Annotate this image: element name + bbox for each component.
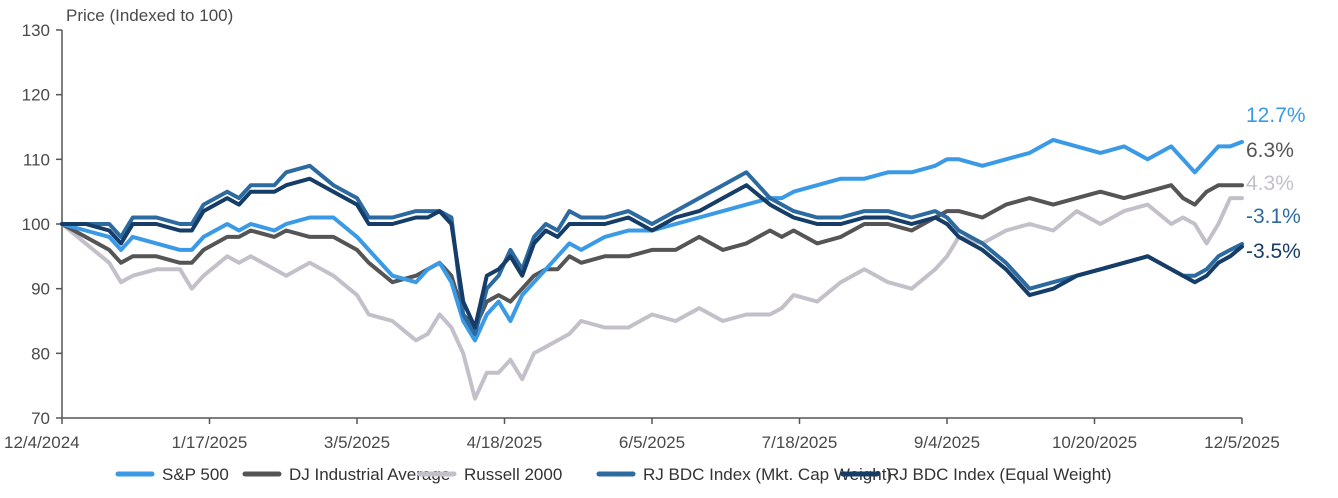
y-axis-title: Price (Indexed to 100) (66, 6, 233, 25)
legend-item: RJ BDC Index (Equal Weight) (840, 465, 1112, 484)
x-tick-label: 12/5/2025 (1204, 433, 1280, 452)
legend: S&P 500 DJ Industrial Average Russell 2000… (115, 465, 1112, 484)
legend-label: S&P 500 (162, 465, 229, 484)
x-tick-label: 10/20/2025 (1052, 433, 1137, 452)
series-line-russell-2000 (60, 196, 1244, 401)
tick-labels: 70 80 90 100 110 120 130 12/4/2024 1/17/2025 3/5/… (4, 21, 1280, 452)
x-tick-label: 12/4/2024 (4, 433, 80, 452)
legend-item: DJ Industrial Average (242, 465, 450, 484)
legend-item: RJ BDC Index (Mkt. Cap Weight) (596, 465, 892, 484)
series-line-rj-bdc-index-mkt-cap-weight (60, 163, 1244, 336)
series-lines (60, 137, 1244, 401)
series-line-rj-bdc-index-equal-weight (60, 176, 1244, 330)
y-tick-label: 90 (31, 280, 50, 299)
y-tick-label: 80 (31, 344, 50, 363)
y-tick-label: 110 (23, 150, 50, 169)
legend-label: RJ BDC Index (Equal Weight) (887, 465, 1112, 484)
x-tick-label: 7/18/2025 (762, 433, 838, 452)
end-value-label: -3.1% (1246, 205, 1301, 228)
end-value-label: 4.3% (1246, 172, 1294, 195)
x-tick-label: 1/17/2025 (172, 433, 248, 452)
y-tick-label: 120 (22, 86, 50, 105)
end-labels: 4.3% 6.3% 12.7% -3.1% -3.5% (1246, 104, 1306, 263)
end-value-label: -3.5% (1246, 240, 1301, 263)
y-tick-label: 100 (22, 215, 50, 234)
x-tick-label: 3/5/2025 (324, 433, 390, 452)
x-tick-label: 4/18/2025 (467, 433, 543, 452)
axes: Price (Indexed to 100) (61, 6, 1242, 419)
series-line-s-p-500 (60, 137, 1244, 343)
legend-label: Russell 2000 (464, 465, 562, 484)
x-tick-label: 9/4/2025 (914, 433, 980, 452)
x-tick-label: 6/5/2025 (619, 433, 685, 452)
end-value-label: 12.7% (1246, 104, 1306, 127)
legend-item: Russell 2000 (417, 465, 562, 484)
end-value-label: 6.3% (1246, 139, 1294, 162)
y-tick-label: 70 (31, 409, 50, 428)
legend-label: RJ BDC Index (Mkt. Cap Weight) (643, 465, 892, 484)
legend-item: S&P 500 (115, 465, 229, 484)
legend-label: DJ Industrial Average (289, 465, 450, 484)
series-line-dj-industrial-average (60, 183, 1244, 330)
y-tick-label: 130 (22, 21, 50, 40)
